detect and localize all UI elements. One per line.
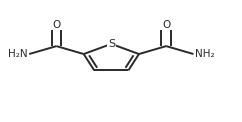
Text: NH₂: NH₂ xyxy=(195,49,215,59)
Text: H₂N: H₂N xyxy=(8,49,27,59)
Text: S: S xyxy=(108,39,115,49)
Text: O: O xyxy=(162,20,170,30)
Text: O: O xyxy=(52,20,60,30)
